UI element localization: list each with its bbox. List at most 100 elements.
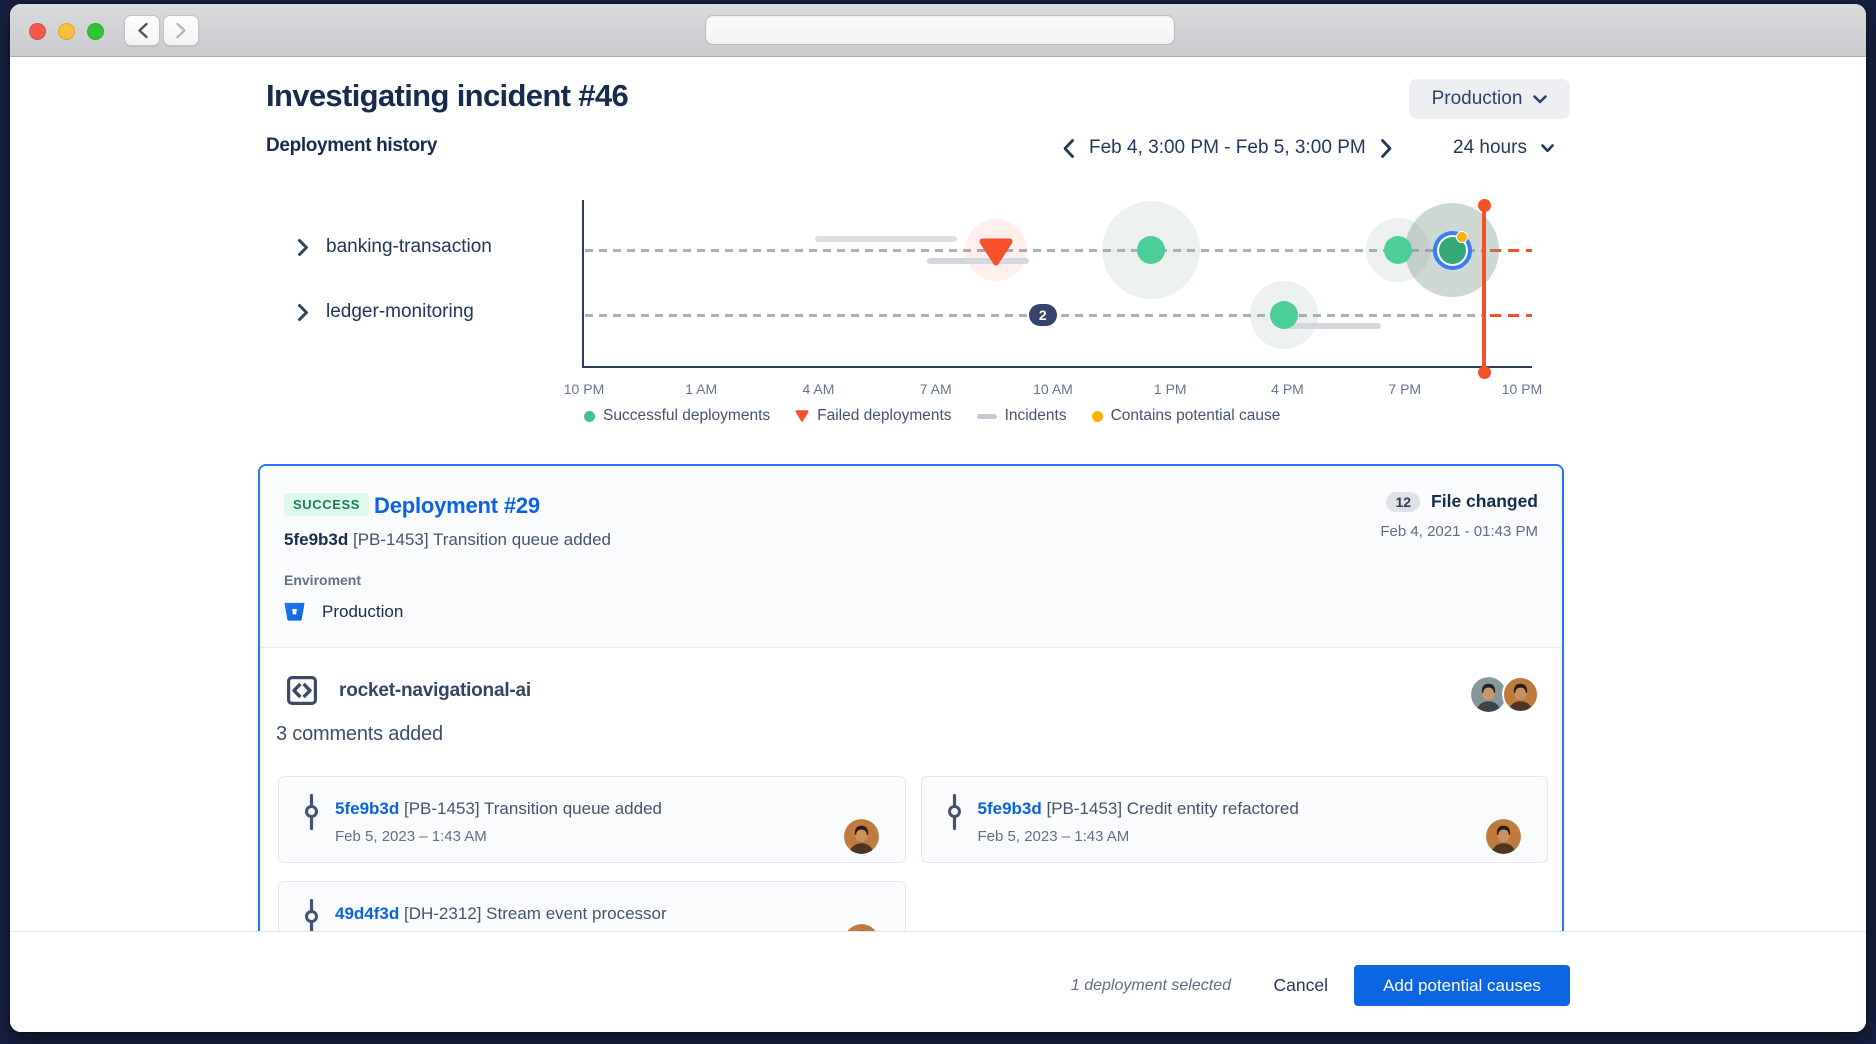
previous-range-button[interactable] xyxy=(1062,138,1075,159)
deployment-timestamp: Feb 4, 2021 - 01:43 PM xyxy=(1380,523,1538,540)
row-label-text: ledger-monitoring xyxy=(326,301,474,322)
commit-list: 5fe9b3d [PB-1453] Transition queue added… xyxy=(278,776,1548,968)
legend-label: Incidents xyxy=(1004,407,1067,424)
legend-label: Contains potential cause xyxy=(1110,407,1281,424)
git-commit-icon xyxy=(305,794,318,830)
incident-bar[interactable] xyxy=(1277,323,1381,329)
incident-bar[interactable] xyxy=(814,236,958,242)
code-icon xyxy=(287,676,317,705)
deployment-commit-line: 5fe9b3d [PB-1453] Transition queue added xyxy=(284,530,611,550)
deployment-title-link[interactable]: Deployment #29 xyxy=(374,493,540,518)
chevron-left-icon xyxy=(1063,138,1074,158)
titlebar xyxy=(10,4,1866,57)
row-label-banking-transaction[interactable]: banking-transaction xyxy=(297,236,492,258)
commit-message: [PB-1453] Transition queue added xyxy=(352,530,612,549)
chevron-right-icon xyxy=(298,238,308,256)
x-axis-tick: 4 PM xyxy=(1271,381,1304,397)
back-button[interactable] xyxy=(124,15,160,46)
cause-dot-icon xyxy=(1091,410,1103,422)
legend-label: Failed deployments xyxy=(817,407,952,424)
environment-value: Production xyxy=(322,602,404,621)
successful-deployment-marker[interactable] xyxy=(1384,236,1413,264)
browser-window: Investigating incident #46 Production De… xyxy=(10,4,1866,1032)
selected-deployment-marker[interactable] xyxy=(1432,230,1472,270)
legend-item: Incidents xyxy=(976,407,1067,425)
chevron-right-icon xyxy=(175,22,186,39)
current-time-marker-bottom xyxy=(1477,365,1491,379)
avatar xyxy=(1486,819,1521,854)
address-bar[interactable] xyxy=(705,15,1175,45)
files-count-badge: 12 xyxy=(1386,491,1421,512)
environment-dropdown[interactable]: Production xyxy=(1409,79,1570,119)
commit-hash: 5fe9b3d xyxy=(284,530,349,549)
git-commit-icon xyxy=(947,794,961,830)
x-axis-tick: 7 PM xyxy=(1388,381,1422,397)
avatar xyxy=(843,819,879,854)
selection-status: 1 deployment selected xyxy=(1070,977,1231,994)
environment-row: Production xyxy=(284,602,403,622)
minimize-button[interactable] xyxy=(58,23,75,40)
commit-card[interactable]: 5fe9b3d [PB-1453] Transition queue added… xyxy=(278,776,906,863)
x-axis-tick: 4 AM xyxy=(802,381,835,397)
commit-title: 5fe9b3d [PB-1453] Transition queue added xyxy=(335,799,662,818)
page-content: Investigating incident #46 Production De… xyxy=(10,4,1866,1032)
forward-button[interactable] xyxy=(163,15,199,46)
chevron-down-icon xyxy=(1533,94,1548,103)
row-gridline xyxy=(585,249,1485,252)
failed-triangle-icon xyxy=(795,410,809,422)
row-label-ledger-monitoring[interactable]: ledger-monitoring xyxy=(297,301,474,323)
commit-hash-link[interactable]: 5fe9b3d xyxy=(335,799,400,818)
row-gridline-future xyxy=(1490,249,1532,252)
environment-label: Enviroment xyxy=(284,572,362,588)
successful-deployment-marker[interactable] xyxy=(1136,236,1165,264)
contributor-avatars xyxy=(1471,676,1539,713)
avatar xyxy=(1471,677,1506,712)
footer-action-bar: 1 deployment selected Cancel Add potenti… xyxy=(10,931,1866,1032)
row-gridline-future xyxy=(1490,314,1532,317)
section-title: Deployment history xyxy=(266,135,438,156)
avatar xyxy=(1502,676,1539,713)
time-window-label: 24 hours xyxy=(1453,137,1527,158)
chevron-left-icon xyxy=(137,22,148,39)
add-potential-causes-button[interactable]: Add potential causes xyxy=(1354,965,1570,1006)
chart-x-axis xyxy=(582,366,1532,368)
next-range-button[interactable] xyxy=(1380,138,1393,159)
commit-hash-link[interactable]: 5fe9b3d xyxy=(977,799,1042,818)
deployment-card-header: SUCCESS Deployment #29 12 File changed F… xyxy=(260,466,1562,648)
incident-bar-icon xyxy=(976,413,997,419)
current-time-marker-top xyxy=(1477,199,1491,213)
legend-item: Contains potential cause xyxy=(1091,407,1281,425)
legend-item: Failed deployments xyxy=(795,407,952,425)
success-dot xyxy=(1438,236,1466,264)
x-axis-tick: 10 PM xyxy=(1501,381,1543,397)
environment-dropdown-label: Production xyxy=(1431,88,1523,109)
current-time-marker xyxy=(1482,206,1487,372)
legend-item: Successful deployments xyxy=(584,407,770,425)
zoom-button[interactable] xyxy=(87,23,104,40)
x-axis-tick: 10 PM xyxy=(563,381,605,397)
failed-deployment-marker[interactable] xyxy=(978,238,1014,266)
files-changed-label: File changed xyxy=(1431,491,1538,511)
incident-cluster-badge[interactable]: 2 xyxy=(1028,304,1057,326)
commit-hash-link[interactable]: 49d4f3d xyxy=(335,904,400,923)
files-changed: 12 File changed xyxy=(1386,491,1538,512)
chevron-down-icon xyxy=(1541,143,1554,152)
x-axis-tick: 1 PM xyxy=(1153,381,1187,397)
commit-title: 5fe9b3d [PB-1453] Credit entity refactor… xyxy=(977,799,1299,818)
chevron-right-icon xyxy=(298,303,308,321)
success-dot-icon xyxy=(584,410,595,422)
status-badge: SUCCESS xyxy=(284,493,370,516)
commit-card[interactable]: 5fe9b3d [PB-1453] Credit entity refactor… xyxy=(920,776,1548,863)
deployment-detail-card[interactable]: SUCCESS Deployment #29 12 File changed F… xyxy=(258,464,1564,984)
repository-name: rocket-navigational-ai xyxy=(339,679,531,701)
git-commit-icon xyxy=(305,899,318,935)
close-button[interactable] xyxy=(29,23,46,40)
successful-deployment-marker[interactable] xyxy=(1269,301,1298,329)
chart-legend: Successful deployments Failed deployments… xyxy=(584,407,1280,425)
time-window-dropdown[interactable]: 24 hours xyxy=(1453,134,1554,162)
incident-bar[interactable] xyxy=(927,258,1030,264)
cancel-button[interactable]: Cancel xyxy=(1264,965,1338,1006)
comments-summary: 3 comments added xyxy=(276,723,443,745)
commit-date: Feb 5, 2023 – 1:43 AM xyxy=(977,828,1130,845)
